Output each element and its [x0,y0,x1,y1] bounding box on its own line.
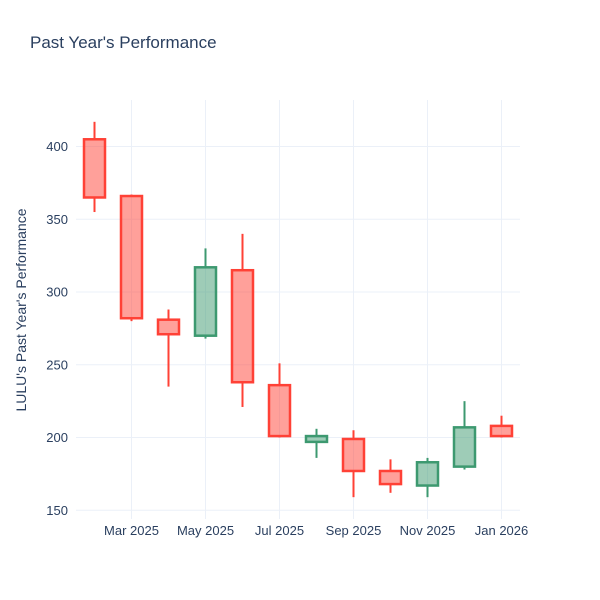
y-tick-label: 400 [46,139,68,154]
y-tick-label: 300 [46,285,68,300]
candle-body [415,461,440,487]
y-tick-label: 150 [46,503,68,518]
candle-sep-2025[interactable] [341,430,366,498]
candle-jan-2026[interactable] [489,415,514,438]
x-tick-label: Jan 2026 [475,523,529,538]
y-tick-label: 250 [46,357,68,372]
y-tick-label: 350 [46,212,68,227]
candle-body [156,318,181,336]
candle-mar-2025[interactable] [119,194,144,322]
x-tick-label: May 2025 [177,523,234,538]
candle-body [119,194,144,320]
x-tick-label: Nov 2025 [400,523,456,538]
candle-body [267,383,292,438]
chart-title: Past Year's Performance [30,33,217,52]
candle-feb-2025[interactable] [82,121,107,213]
candle-body [341,437,366,473]
candle-body [489,424,514,438]
x-tick-label: Sep 2025 [326,523,382,538]
candle-body [193,266,218,337]
candle-body [452,426,477,468]
candle-may-2025[interactable] [193,248,218,339]
x-tick-label: Jul 2025 [255,523,304,538]
candle-body [82,138,107,199]
candle-body [230,268,255,384]
x-tick-label: Mar 2025 [104,523,159,538]
candle-oct-2025[interactable] [378,459,403,493]
candle-apr-2025[interactable] [156,309,181,387]
candle-jun-2025[interactable] [230,233,255,407]
candle-body [378,469,403,486]
candle-nov-2025[interactable] [415,457,440,498]
candle-body [304,434,329,444]
candle-aug-2025[interactable] [304,428,329,458]
y-tick-label: 200 [46,430,68,445]
candle-dec-2025[interactable] [452,401,477,470]
candle-jul-2025[interactable] [267,363,292,438]
